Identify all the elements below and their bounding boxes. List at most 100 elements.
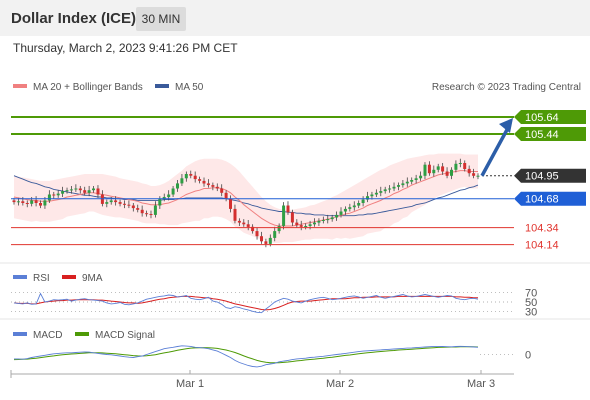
macd-legend-label: MACD: [33, 330, 62, 341]
projection-arrow-head: [499, 118, 513, 134]
candle-body: [432, 169, 436, 174]
candle-body: [299, 225, 303, 227]
level-label: 105.64: [525, 112, 559, 124]
candle-body: [290, 212, 294, 223]
candle-body: [264, 241, 268, 244]
candle-body: [330, 217, 334, 220]
candle-body: [295, 222, 299, 226]
candle-body: [436, 166, 440, 170]
candle-body: [127, 204, 131, 206]
candle-body: [131, 205, 135, 209]
candle-body: [397, 185, 400, 187]
candle-body: [193, 175, 197, 180]
candle-body: [184, 174, 188, 179]
rsi-line: [13, 292, 479, 314]
candle-body: [123, 203, 126, 205]
candle-body: [176, 183, 179, 189]
macd-tick-label: 0: [525, 350, 531, 362]
candle-body: [224, 192, 228, 199]
candle-body: [105, 202, 109, 204]
candle-body: [348, 207, 352, 209]
macd-panel: 0: [13, 345, 531, 368]
level-label: 104.34: [525, 223, 559, 235]
level-label: 104.14: [525, 240, 559, 252]
candle-body: [202, 180, 206, 184]
candle-body: [405, 181, 409, 184]
candle-body: [114, 200, 118, 203]
candle-body: [83, 190, 87, 193]
candle-body: [445, 171, 449, 176]
ma20-legend-label: MA 20 + Bollinger Bands: [33, 82, 143, 93]
candle-body: [52, 194, 56, 196]
candle-body: [260, 236, 263, 242]
rsi-legend-label: RSI: [33, 273, 50, 284]
level-label: 105.44: [525, 129, 559, 141]
candle-body: [317, 220, 321, 223]
candle-body: [39, 203, 42, 206]
candle-body: [467, 168, 471, 174]
candle-body: [339, 211, 343, 215]
candle-body: [308, 224, 312, 226]
candle-body: [321, 220, 325, 221]
rsi-legend-swatch: [13, 275, 27, 279]
candle-body: [410, 180, 414, 182]
candle-body: [392, 186, 396, 189]
candle-body: [118, 202, 122, 204]
candle-body: [211, 185, 215, 187]
candle-body: [335, 214, 339, 218]
candle-body: [56, 193, 60, 196]
rsi-tick-label: 70: [525, 288, 537, 300]
level-label: 104.95: [525, 171, 559, 183]
candle-body: [242, 222, 246, 225]
candle-body: [167, 194, 171, 198]
timeframe-button[interactable]: 30 MIN: [136, 7, 186, 31]
x-axis: Mar 1 Mar 2 Mar 3: [10, 370, 514, 390]
candle-body: [74, 188, 78, 190]
rsi-ma-legend-swatch: [62, 275, 76, 279]
candle-body: [352, 205, 356, 208]
ma50-legend-swatch: [155, 84, 169, 88]
candle-body: [149, 214, 153, 215]
levels-layer: 105.64 105.44 104.95 104.68 104.34 104.14: [11, 110, 586, 252]
candle-body: [162, 197, 166, 199]
candle-body: [357, 203, 361, 206]
candle-body: [441, 166, 445, 172]
candle-body: [140, 209, 144, 214]
candle-body: [361, 199, 365, 203]
candle-body: [246, 224, 250, 227]
ma20-line: [13, 170, 478, 227]
candle-body: [206, 183, 210, 186]
ma50-legend-label: MA 50: [175, 82, 204, 93]
candle-body: [189, 174, 193, 176]
candle-body: [366, 196, 369, 200]
candle-body: [383, 189, 387, 192]
price-panel: [12, 153, 480, 248]
candle-body: [423, 164, 427, 176]
header-bar: Dollar Index (ICE) 30 MIN: [0, 0, 590, 36]
candle-body: [379, 191, 383, 193]
x-tick-label: Mar 2: [326, 378, 354, 390]
candle-body: [255, 231, 259, 237]
candle-body: [171, 188, 175, 195]
candle-body: [370, 194, 374, 197]
candle-body: [215, 186, 219, 189]
rsi-tick-label: 50: [525, 297, 537, 309]
timestamp: Thursday, March 2, 2023 9:41:26 PM CET: [13, 41, 238, 55]
macd-signal-line: [13, 346, 479, 364]
candle-body: [78, 188, 82, 191]
candle-body: [268, 237, 272, 244]
candle-body: [25, 203, 29, 204]
candle-body: [233, 208, 237, 221]
candle-body: [87, 190, 91, 193]
candle-body: [198, 179, 202, 181]
candle-body: [153, 205, 157, 215]
candle-body: [251, 226, 255, 232]
macd-signal-legend-swatch: [75, 332, 89, 336]
candle-body: [145, 213, 149, 215]
candle-body: [180, 178, 184, 184]
candle-body: [43, 200, 47, 206]
candle-body: [237, 220, 241, 223]
candle-body: [388, 188, 392, 190]
